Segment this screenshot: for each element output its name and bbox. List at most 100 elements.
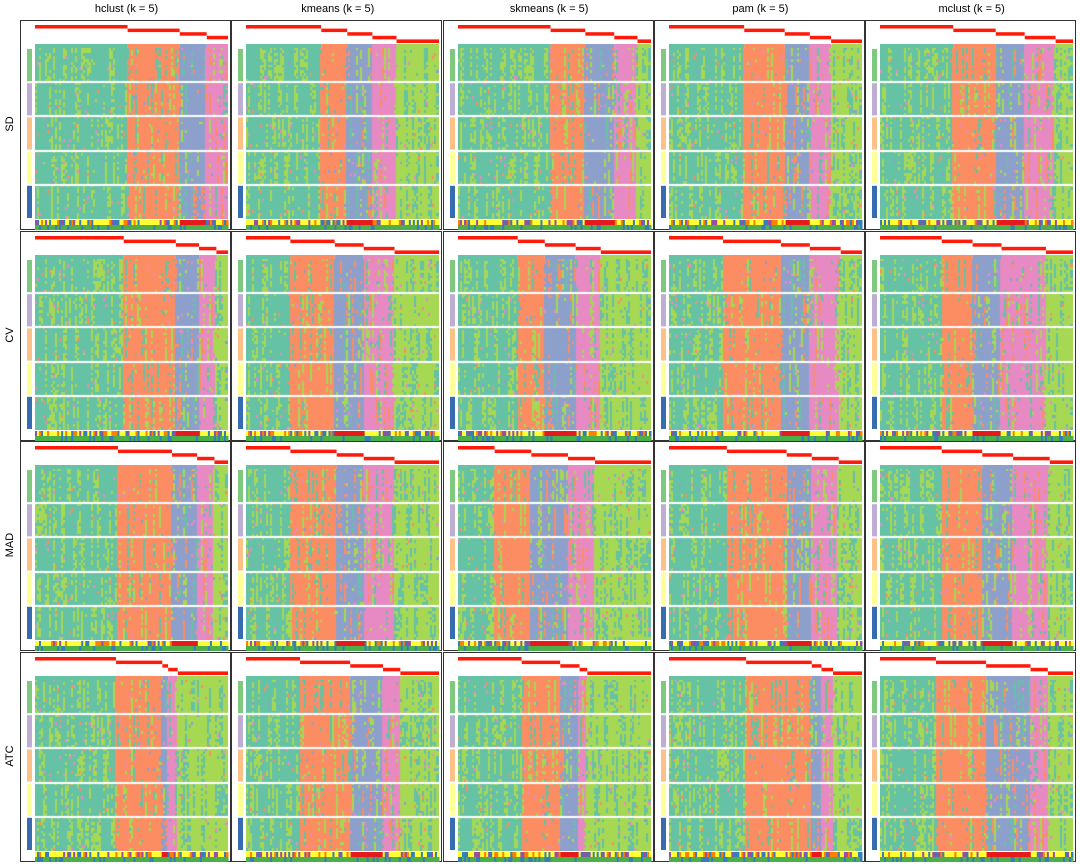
annotation-cell bbox=[300, 856, 304, 862]
annotation-cell bbox=[203, 430, 207, 436]
annotation-cell bbox=[485, 435, 489, 441]
membership-cell bbox=[637, 32, 651, 36]
membership-cell bbox=[35, 249, 124, 254]
annotation-cell bbox=[888, 856, 891, 862]
annotation-cell bbox=[775, 641, 778, 646]
annotation-cell bbox=[1053, 851, 1056, 857]
class-bar-cell bbox=[216, 254, 228, 259]
annotation-cell bbox=[366, 856, 370, 862]
annotation-cell bbox=[674, 646, 678, 651]
annotation-cell bbox=[890, 435, 893, 441]
annotation-cell bbox=[435, 641, 438, 646]
annotation-cell bbox=[246, 641, 249, 646]
annotation-cell bbox=[827, 851, 831, 857]
membership-cell bbox=[972, 239, 1002, 243]
annotation-cell bbox=[262, 430, 265, 436]
heatmap-panel bbox=[653, 441, 865, 651]
membership-cell bbox=[668, 35, 745, 40]
annotation-cell bbox=[795, 430, 799, 436]
membership-cell bbox=[613, 28, 638, 33]
annotation-cell bbox=[469, 435, 473, 441]
annotation-cell bbox=[580, 430, 583, 436]
annotation-cell bbox=[982, 641, 986, 646]
annotation-cell bbox=[705, 646, 708, 651]
annotation-cell bbox=[843, 646, 847, 651]
membership-cell bbox=[953, 32, 996, 36]
annotation-cell bbox=[968, 225, 972, 230]
annotation-cell bbox=[892, 646, 895, 651]
annotation-cell bbox=[819, 225, 823, 230]
membership-cell bbox=[1050, 453, 1074, 457]
annotation-cell bbox=[276, 435, 279, 441]
annotation-cell bbox=[318, 220, 322, 225]
annotation-cell bbox=[668, 220, 672, 225]
bottom-annotation bbox=[880, 430, 1074, 441]
annotation-cell bbox=[719, 641, 722, 646]
annotation-cell bbox=[207, 225, 211, 230]
membership-cell bbox=[206, 28, 228, 33]
annotation-cell bbox=[205, 435, 209, 441]
annotation-cell bbox=[385, 435, 388, 441]
membership-heatmap bbox=[35, 446, 228, 464]
annotation-cell bbox=[427, 225, 430, 230]
annotation-cell bbox=[143, 641, 147, 646]
annotation-cell bbox=[47, 851, 50, 857]
membership-cell bbox=[521, 663, 560, 668]
annotation-cell bbox=[900, 646, 903, 651]
annotation-cell bbox=[65, 641, 68, 646]
annotation-cell bbox=[1051, 646, 1054, 651]
annotation-cell bbox=[39, 646, 42, 651]
annotation-cell bbox=[1028, 435, 1032, 441]
row-group-annotation bbox=[27, 49, 32, 218]
annotation-cell bbox=[256, 646, 259, 651]
annotation-cell bbox=[246, 220, 249, 225]
annotation-cell bbox=[318, 646, 322, 651]
annotation-cell bbox=[123, 430, 126, 436]
annotation-cell bbox=[515, 856, 519, 862]
annotation-cell bbox=[145, 430, 149, 436]
membership-cell bbox=[1030, 663, 1049, 668]
annotation-cell bbox=[397, 641, 400, 646]
membership-cell bbox=[838, 449, 862, 454]
annotation-cell bbox=[789, 225, 793, 230]
annotation-cell bbox=[477, 851, 481, 857]
membership-cell bbox=[936, 667, 987, 671]
annotation-cell bbox=[984, 856, 988, 862]
membership-cell bbox=[1024, 35, 1056, 40]
annotation-cell bbox=[1014, 646, 1018, 651]
annotation-cell bbox=[354, 430, 358, 436]
annotation-cell bbox=[729, 646, 732, 651]
membership-cell bbox=[394, 449, 440, 454]
annotation-cell bbox=[35, 646, 38, 651]
annotation-cell bbox=[767, 646, 770, 651]
annotation-cell bbox=[859, 435, 863, 441]
annotation-cell bbox=[606, 225, 609, 230]
annotation-cell bbox=[348, 430, 352, 436]
annotation-cell bbox=[707, 430, 710, 436]
annotation-cell bbox=[749, 856, 752, 862]
annotation-cell bbox=[785, 641, 789, 646]
annotation-cell bbox=[825, 856, 829, 862]
annotation-cell bbox=[511, 225, 515, 230]
annotation-cell bbox=[197, 220, 201, 225]
class-bar-cell bbox=[394, 465, 440, 469]
annotation-cell bbox=[107, 225, 110, 230]
annotation-cell bbox=[1022, 435, 1026, 441]
annotation-cell bbox=[614, 641, 617, 646]
annotation-cell bbox=[151, 851, 155, 857]
row-group-cell bbox=[238, 83, 244, 116]
annotation-cell bbox=[459, 856, 463, 862]
annotation-cell bbox=[948, 856, 952, 862]
annotation-cell bbox=[779, 225, 782, 230]
membership-heatmap bbox=[880, 25, 1074, 43]
annotation-cell bbox=[181, 851, 185, 857]
membership-heatmap bbox=[246, 656, 440, 675]
annotation-cell bbox=[207, 646, 211, 651]
annotation-cell bbox=[821, 225, 825, 230]
annotation-cell bbox=[475, 856, 479, 862]
annotation-cell bbox=[318, 430, 322, 436]
class-bar-cell bbox=[840, 254, 862, 259]
annotation-cell bbox=[1069, 851, 1072, 857]
annotation-cell bbox=[990, 856, 994, 862]
annotation-cell bbox=[274, 851, 277, 857]
